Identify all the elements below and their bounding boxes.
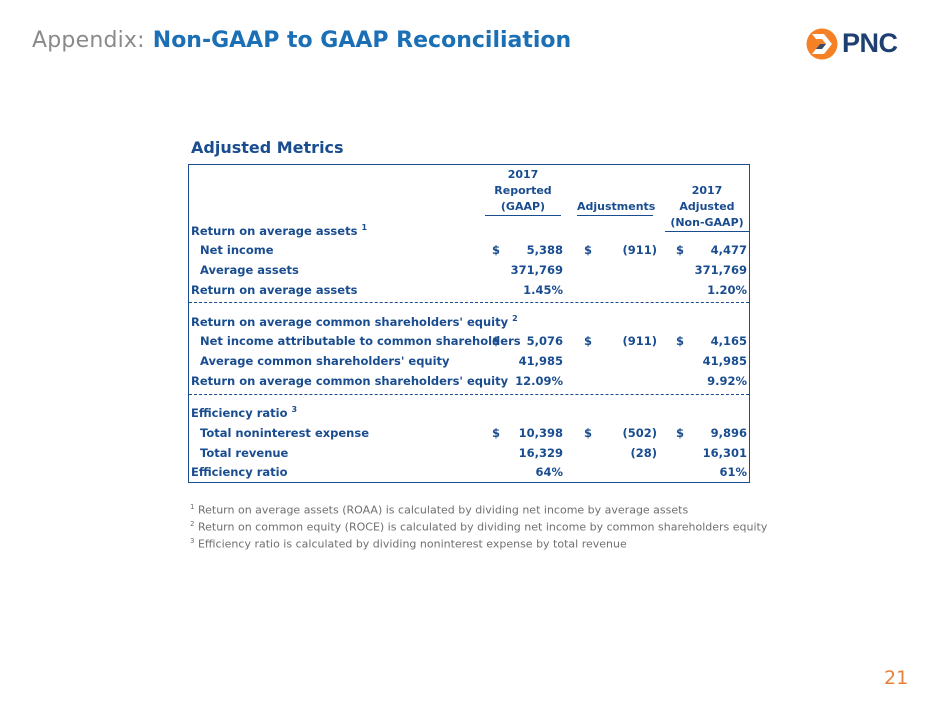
adjustments-value: (502) (622, 426, 657, 440)
col-header-reported: 2017 Reported (GAAP) (485, 167, 561, 216)
reported-value: 10,398 (518, 426, 563, 440)
reported-value: 16,329 (518, 446, 563, 460)
footnote-text: Efficiency ratio is calculated by dividi… (197, 537, 627, 551)
footnote-mark: 3 (190, 537, 195, 545)
group-heading: Return on average common shareholders' e… (189, 312, 749, 330)
table-row: Average common shareholders' equity 41,9… (189, 352, 749, 370)
adjustments-value: (28) (630, 446, 657, 460)
footnote-mark: 2 (190, 520, 195, 528)
group-divider (189, 394, 749, 395)
result-row: Return on average assets 1.45% 1.20% (189, 281, 749, 299)
adjusted-value: 1.20% (707, 283, 747, 297)
footnote-mark: 1 (190, 503, 195, 511)
reported-value: 5,388 (526, 243, 563, 257)
currency-symbol: $ (676, 243, 685, 257)
row-label: Net income attributable to common shareh… (200, 334, 521, 348)
row-label: Total noninterest expense (200, 426, 370, 440)
group-heading: Return on average assets 1 (189, 221, 749, 239)
footnote: 3 Efficiency ratio is calculated by divi… (190, 537, 627, 551)
adjusted-value: 16,301 (702, 446, 747, 460)
row-label: Average assets (200, 263, 299, 277)
row-label: Net income (200, 243, 274, 257)
adjusted-value: 41,985 (702, 354, 747, 368)
group-heading: Efficiency ratio 3 (189, 403, 749, 421)
footnote: 1 Return on average assets (ROAA) is cal… (190, 503, 688, 517)
adjustments-value: (911) (622, 334, 657, 348)
col-header-adjustments-label: Adjustments (577, 199, 655, 216)
row-label: Total revenue (200, 446, 289, 460)
pnc-logo-text: PNC (842, 28, 898, 58)
reported-value: 64% (535, 465, 563, 479)
title-main: Non-GAAP to GAAP Reconciliation (152, 28, 572, 53)
result-label: Return on average common shareholders' e… (191, 374, 509, 388)
group-divider (189, 302, 749, 303)
result-label: Efficiency ratio (191, 465, 288, 479)
currency-symbol: $ (492, 426, 501, 440)
currency-symbol: $ (492, 243, 501, 257)
col-header-adjusted-line1: 2017 Adjusted (679, 184, 735, 213)
col-header-adjustments: Adjustments (577, 199, 655, 216)
row-label: Average common shareholders' equity (200, 354, 450, 368)
adjusted-value: 4,165 (710, 334, 747, 348)
adjusted-value: 9.92% (707, 374, 747, 388)
reconciliation-table: 2017 Reported (GAAP) Adjustments 2017 Ad… (188, 164, 750, 483)
reported-value: 371,769 (510, 263, 563, 277)
adjusted-value: 61% (719, 465, 747, 479)
col-header-reported-line1: 2017 (507, 168, 539, 181)
adjusted-value: 371,769 (694, 263, 747, 277)
pnc-logo: PNC (806, 26, 910, 62)
reported-value: 5,076 (526, 334, 563, 348)
title-prefix: Appendix: (32, 28, 145, 53)
group-heading-label: Return on average assets (191, 223, 358, 238)
col-header-adjusted-line2: (Non-GAAP) (665, 215, 749, 232)
pnc-logo-mark-icon (806, 28, 838, 60)
currency-symbol: $ (676, 334, 685, 348)
result-row: Return on average common shareholders' e… (189, 372, 749, 390)
footnote-ref: 2 (512, 314, 518, 323)
currency-symbol: $ (584, 334, 593, 348)
adjusted-value: 4,477 (710, 243, 747, 257)
table-row: Total revenue 16,329 (28) 16,301 (189, 444, 749, 462)
footnote-ref: 1 (361, 223, 368, 232)
table-row: Net income attributable to common shareh… (189, 332, 749, 350)
reported-value: 41,985 (518, 354, 563, 368)
adjustments-value: (911) (622, 243, 657, 257)
group-heading-label: Return on average common shareholders' e… (191, 314, 509, 329)
table-row: Net income $ 5,388 $ (911) $ 4,477 (189, 241, 749, 259)
col-header-reported-line3: (GAAP) (485, 199, 561, 216)
footnote-ref: 3 (291, 405, 298, 414)
group-heading-label: Efficiency ratio (191, 405, 288, 420)
currency-symbol: $ (584, 426, 593, 440)
page-number: 21 (884, 667, 909, 689)
footnote-text: Return on common equity (ROCE) is calcul… (197, 520, 768, 534)
reported-value: 1.45% (523, 283, 563, 297)
col-header-adjusted: 2017 Adjusted (Non-GAAP) (665, 183, 749, 232)
adjusted-value: 9,896 (710, 426, 747, 440)
col-header-reported-line2: Reported (494, 184, 552, 197)
currency-symbol: $ (584, 243, 593, 257)
table-row: Average assets 371,769 371,769 (189, 261, 749, 279)
reported-value: 12.09% (515, 374, 563, 388)
section-heading: Adjusted Metrics (191, 138, 344, 157)
currency-symbol: $ (492, 334, 501, 348)
result-row: Efficiency ratio 64% 61% (189, 463, 749, 481)
slide-title: Appendix: Non-GAAP to GAAP Reconciliation (32, 28, 571, 53)
footnote: 2 Return on common equity (ROCE) is calc… (190, 520, 767, 534)
footnote-text: Return on average assets (ROAA) is calcu… (197, 503, 689, 517)
table-row: Total noninterest expense $ 10,398 $ (50… (189, 424, 749, 442)
result-label: Return on average assets (191, 283, 358, 297)
currency-symbol: $ (676, 426, 685, 440)
